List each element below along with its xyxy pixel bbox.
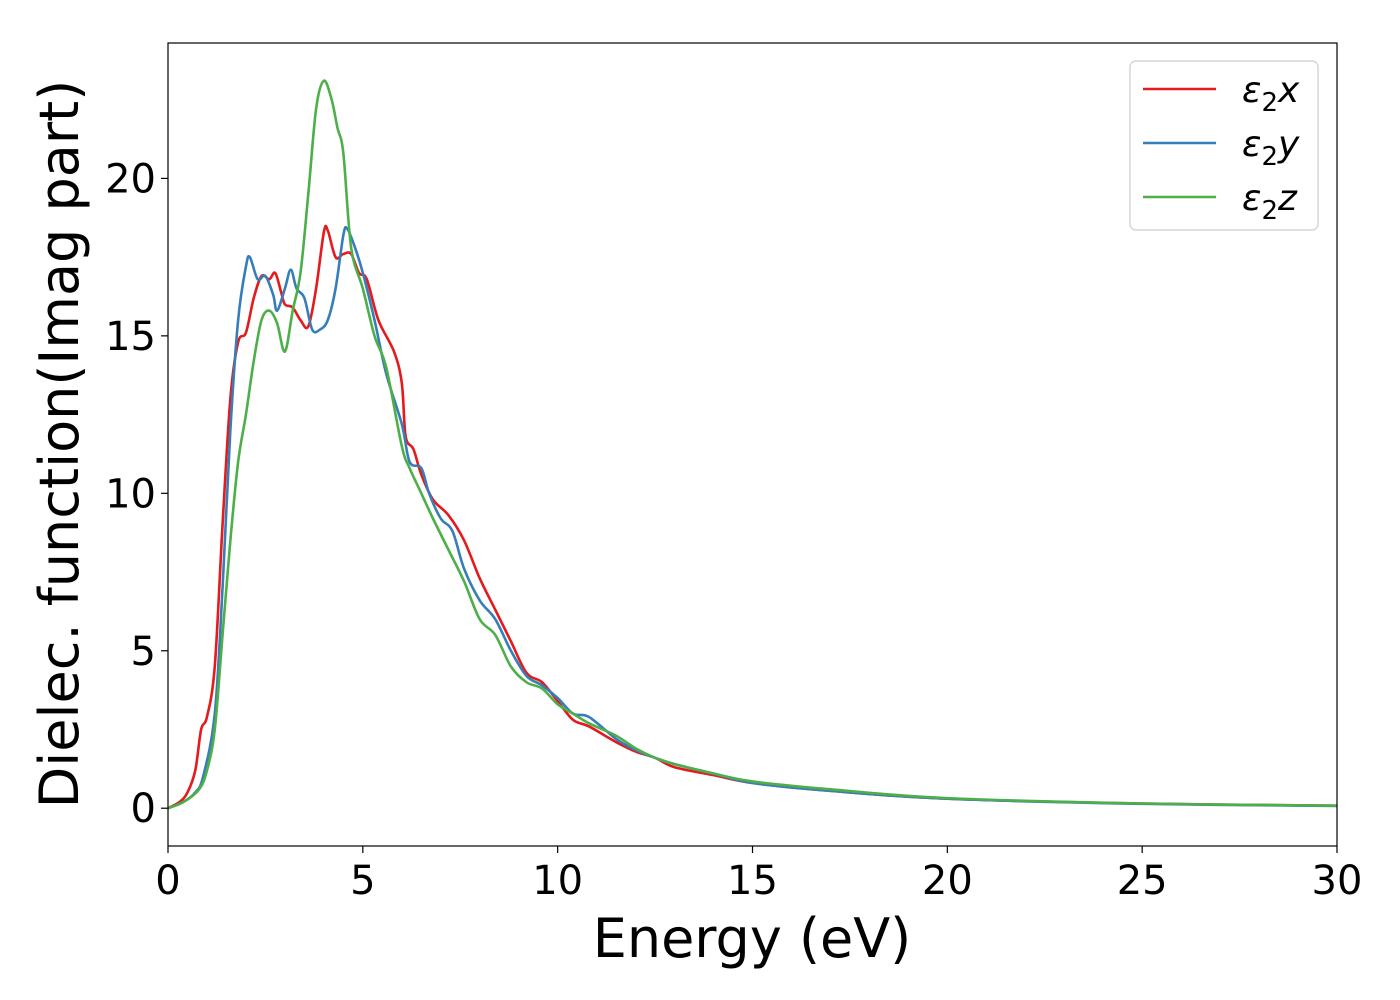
legend-items: ε2x ε2y ε2z	[1143, 70, 1300, 226]
y-tick-label: 10	[105, 471, 156, 517]
legend-label: ε2x	[1242, 70, 1300, 118]
y-tick-label: 0	[131, 786, 156, 832]
y-axis: 0 5 10 15 20	[105, 156, 168, 832]
legend: ε2x ε2y ε2z	[1129, 60, 1319, 231]
series-layer	[168, 79, 1337, 810]
x-tick-label: 20	[922, 858, 973, 904]
legend-box	[1129, 60, 1319, 231]
y-tick-label: 15	[105, 314, 156, 360]
series-line-ε2x	[168, 224, 1337, 810]
x-tick-label: 10	[532, 858, 583, 904]
y-axis-label: Dielec. function(Imag part)	[28, 80, 91, 809]
x-axis: 0 5 10 15 20 25 30	[155, 846, 1362, 904]
y-tick-label: 20	[105, 156, 156, 202]
y-tick-label: 5	[131, 629, 156, 675]
legend-label: ε2z	[1242, 178, 1298, 226]
legend-label: ε2y	[1242, 124, 1300, 172]
x-axis-label: Energy (eV)	[593, 907, 912, 970]
x-tick-label: 0	[155, 858, 180, 904]
series-line-ε2z	[168, 79, 1337, 810]
x-tick-label: 15	[727, 858, 778, 904]
x-tick-label: 30	[1312, 858, 1363, 904]
series-line-ε2y	[168, 225, 1337, 810]
x-tick-label: 5	[350, 858, 375, 904]
x-tick-label: 25	[1117, 858, 1168, 904]
